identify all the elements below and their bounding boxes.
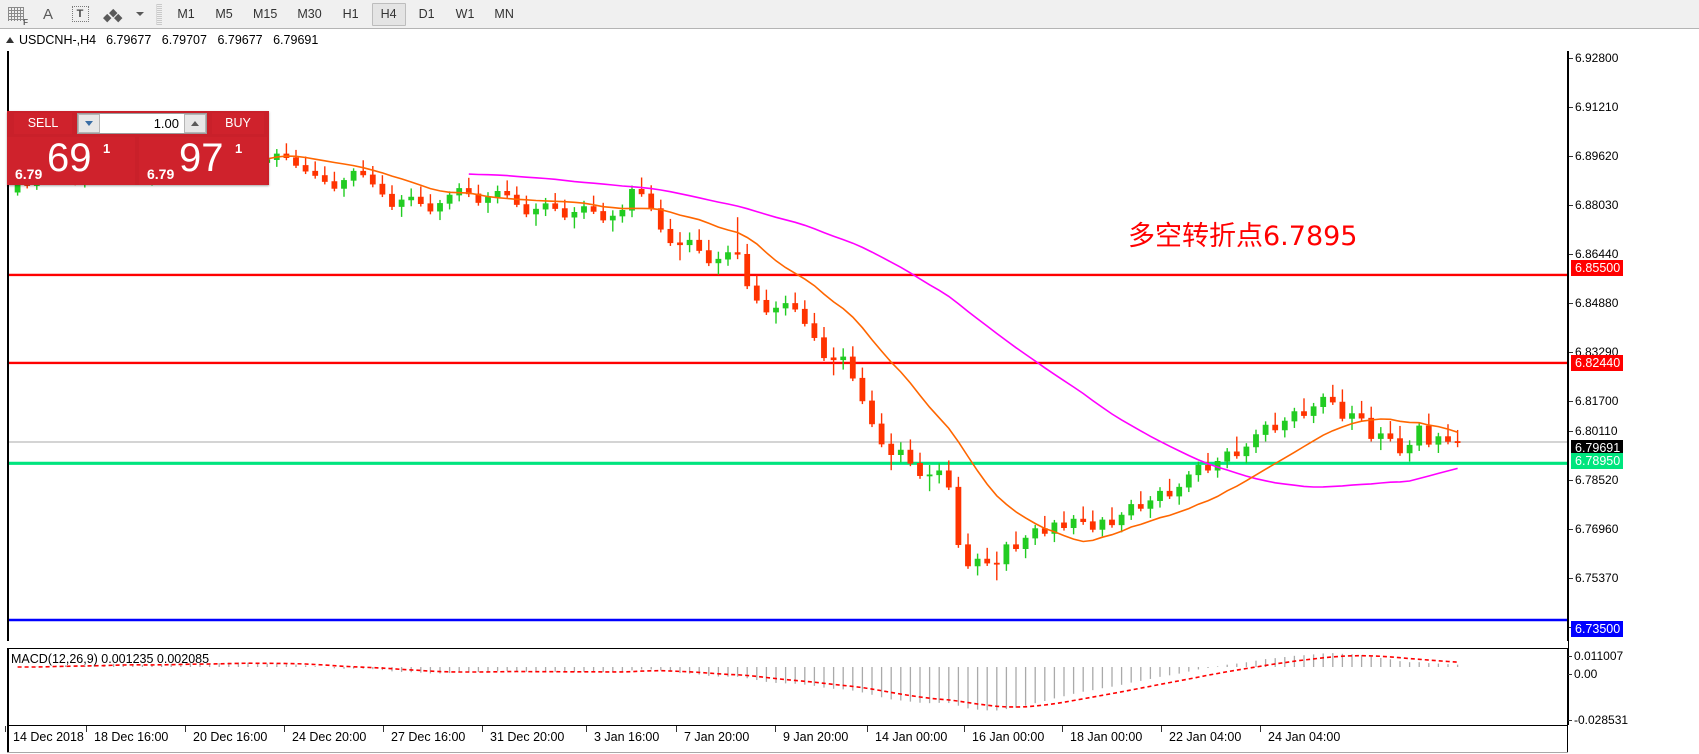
macd-tick: 0.00 <box>1568 667 1597 681</box>
main-toolbar: F A T ◆ ◆ ◆ M1 M5 M15 M30 H1 H4 D1 W1 MN <box>0 0 1699 29</box>
buy-price-fraction: 1 <box>235 141 243 156</box>
chart-area: MACD(12,26,9) 0.001235 0.002085 6.92800 6… <box>0 51 1699 754</box>
volume-stepper[interactable]: 1.00 <box>77 113 207 134</box>
time-tick: 18 Jan 00:00 <box>1062 726 1142 744</box>
timeframe-m5[interactable]: M5 <box>215 7 233 21</box>
macd-tick: 0.011007 <box>1568 649 1623 663</box>
price-level-label: 6.85500 <box>1571 260 1624 276</box>
sell-price-main: 69 <box>47 137 92 180</box>
price-scale[interactable]: 6.92800 6.91210 6.89620 6.88030 6.86440 6.848… <box>1568 51 1699 725</box>
ohlc-low: 6.79677 <box>217 33 263 47</box>
time-tick: 31 Dec 20:00 <box>482 726 564 744</box>
toolbar-grip[interactable] <box>156 3 162 25</box>
ohlc-values: 6.79677 6.79707 6.79677 6.79691 <box>106 33 325 47</box>
buy-price-display[interactable]: 6.79 97 1 <box>139 137 267 185</box>
macd-svg <box>17 653 1459 711</box>
pivot-level-label: 6.78950 <box>1571 453 1624 469</box>
chevron-down-icon[interactable] <box>129 2 151 27</box>
buy-button[interactable]: BUY <box>212 113 264 134</box>
one-click-trading-panel[interactable]: SELL 1.00 BUY 6.79 69 1 6.79 97 1 <box>7 111 269 185</box>
timeframe-mn[interactable]: MN <box>494 7 514 21</box>
time-tick: 22 Jan 04:00 <box>1161 726 1241 744</box>
time-tick: 24 Jan 04:00 <box>1260 726 1340 744</box>
time-tick: 7 Jan 20:00 <box>676 726 749 744</box>
chart-template-icon[interactable]: F <box>1 2 31 27</box>
volume-decrease-button[interactable] <box>78 114 100 133</box>
chart-annotation-text: 多空转折点6.7895 <box>1128 221 1358 252</box>
caret-down-icon <box>85 121 93 126</box>
text-font-icon[interactable]: A <box>42 5 53 23</box>
time-scale[interactable]: 14 Dec 2018 18 Dec 16:00 20 Dec 16:00 24 De… <box>5 725 1568 752</box>
macd-plot[interactable] <box>7 648 1568 725</box>
sell-button[interactable]: SELL <box>14 113 72 134</box>
symbol-label: USDCNH-,H4 <box>19 33 97 47</box>
objects-icon[interactable]: ◆ ◆ ◆ <box>103 6 123 24</box>
timeframe-h1[interactable]: H1 <box>342 7 359 21</box>
trend-up-icon <box>6 37 14 43</box>
sell-price-fraction: 1 <box>103 141 111 156</box>
current-price-label: 6.79691 <box>1571 440 1624 456</box>
timeframe-m15[interactable]: M15 <box>253 7 278 21</box>
macd-scale: 0.011007 0.00 -0.028531 <box>1568 648 1699 727</box>
time-tick: 14 Dec 2018 <box>5 726 84 744</box>
time-tick: 27 Dec 16:00 <box>383 726 465 744</box>
time-tick: 3 Jan 16:00 <box>586 726 659 744</box>
time-tick: 14 Jan 00:00 <box>867 726 947 744</box>
volume-increase-button[interactable] <box>184 114 206 133</box>
sell-price-prefix: 6.79 <box>15 166 43 182</box>
sell-price-display[interactable]: 6.79 69 1 <box>7 137 135 185</box>
time-tick: 18 Dec 16:00 <box>86 726 168 744</box>
time-tick: 16 Jan 00:00 <box>964 726 1044 744</box>
ohlc-close: 6.79691 <box>273 33 319 47</box>
timeframe-d1[interactable]: D1 <box>418 7 435 21</box>
timeframe-h4[interactable]: H4 <box>371 2 406 26</box>
timeframe-m1[interactable]: M1 <box>177 7 195 21</box>
caret-up-icon <box>191 121 199 126</box>
time-tick: 24 Dec 20:00 <box>284 726 366 744</box>
text-label-icon[interactable]: T <box>65 2 95 27</box>
buy-price-prefix: 6.79 <box>147 166 175 182</box>
macd-indicator-label: MACD(12,26,9) 0.001235 0.002085 <box>11 652 210 666</box>
chart-bottom-border <box>7 752 1568 754</box>
support-level-label: 6.73500 <box>1571 621 1624 637</box>
time-tick: 20 Dec 16:00 <box>185 726 267 744</box>
timeframe-m30[interactable]: M30 <box>297 7 322 21</box>
buy-price-main: 97 <box>179 137 224 180</box>
symbol-info-bar: USDCNH-,H4 6.79677 6.79707 6.79677 6.796… <box>0 29 1699 51</box>
macd-tick: -0.028531 <box>1568 713 1628 727</box>
ohlc-open: 6.79677 <box>106 33 152 47</box>
price-level-label: 6.82440 <box>1571 355 1624 371</box>
ohlc-high: 6.79707 <box>161 33 207 47</box>
volume-input[interactable]: 1.00 <box>100 114 184 133</box>
time-tick: 9 Jan 20:00 <box>775 726 848 744</box>
trade-panel-controls: SELL 1.00 BUY <box>7 111 269 136</box>
timeframe-w1[interactable]: W1 <box>455 7 475 21</box>
